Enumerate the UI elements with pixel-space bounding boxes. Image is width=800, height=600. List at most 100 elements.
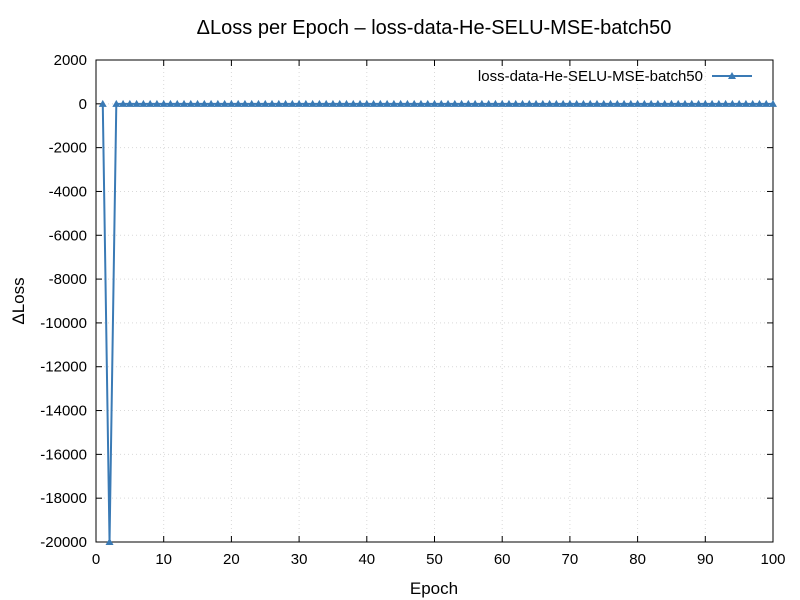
data-point	[667, 99, 676, 107]
data-point	[220, 99, 229, 107]
x-tick-label: 60	[494, 551, 511, 568]
legend-label: loss-data-He-SELU-MSE-batch50	[478, 68, 703, 85]
data-point	[410, 99, 419, 107]
data-point	[701, 99, 710, 107]
data-point	[620, 99, 629, 107]
data-point	[356, 99, 365, 107]
grid	[96, 60, 773, 542]
data-point	[132, 99, 141, 107]
data-point	[565, 99, 574, 107]
data-point	[376, 99, 385, 107]
data-point	[613, 99, 622, 107]
series-line	[101, 102, 773, 543]
data-point	[396, 99, 405, 107]
data-point	[518, 99, 527, 107]
data-point	[362, 99, 371, 107]
data-point	[477, 99, 486, 107]
data-point	[152, 99, 161, 107]
data-point	[288, 99, 297, 107]
data-point	[369, 99, 378, 107]
data-point	[254, 99, 263, 107]
data-point	[227, 99, 236, 107]
data-point	[769, 99, 777, 107]
data-point	[680, 99, 689, 107]
data-point	[674, 99, 683, 107]
data-point	[538, 99, 547, 107]
x-tick-label: 70	[562, 551, 579, 568]
y-tick-label: -2000	[49, 140, 87, 157]
data-point	[694, 99, 703, 107]
data-point	[755, 99, 764, 107]
data-point	[484, 99, 493, 107]
y-tick-label: 2000	[54, 52, 87, 69]
data-point	[708, 99, 717, 107]
x-axis-label: Epoch	[410, 579, 458, 598]
data-point	[193, 99, 202, 107]
data-point	[599, 99, 608, 107]
data-point	[98, 99, 107, 107]
data-point	[281, 99, 290, 107]
chart-title: ΔLoss per Epoch – loss-data-He-SELU-MSE-…	[197, 17, 672, 39]
data-point	[633, 99, 642, 107]
data-point	[504, 99, 513, 107]
data-point	[200, 99, 209, 107]
y-tick-label: -12000	[40, 359, 87, 376]
data-point	[322, 99, 331, 107]
data-point	[430, 99, 439, 107]
data-point	[545, 99, 554, 107]
data-point	[471, 99, 480, 107]
data-point	[207, 99, 216, 107]
data-point	[105, 538, 114, 545]
data-point	[166, 99, 175, 107]
y-tick-label: -14000	[40, 403, 87, 420]
data-point	[579, 99, 588, 107]
data-point	[653, 99, 662, 107]
axis-ticks: 0 10 20 30 40 50 60 70 80 90 100 2000 0 -2000 -4000 -60…	[40, 52, 785, 568]
data-point	[660, 99, 669, 107]
data-point	[626, 99, 635, 107]
data-point	[491, 99, 500, 107]
data-point	[647, 99, 656, 107]
data-point	[112, 99, 121, 107]
data-point	[139, 99, 148, 107]
data-point	[416, 99, 425, 107]
y-tick-label: -4000	[49, 183, 87, 200]
data-point	[247, 99, 256, 107]
data-point	[295, 99, 304, 107]
y-tick-label: -8000	[49, 271, 87, 288]
data-point	[342, 99, 351, 107]
data-point	[586, 99, 595, 107]
data-point	[213, 99, 222, 107]
x-tick-label: 0	[92, 551, 100, 568]
data-point	[592, 99, 601, 107]
x-tick-label: 100	[760, 551, 785, 568]
data-point	[268, 99, 277, 107]
data-point	[423, 99, 432, 107]
y-tick-label: -6000	[49, 227, 87, 244]
x-tick-label: 90	[697, 551, 714, 568]
data-point	[721, 99, 730, 107]
data-point	[525, 99, 534, 107]
data-point	[159, 99, 168, 107]
data-point	[606, 99, 615, 107]
x-tick-label: 50	[426, 551, 443, 568]
y-tick-label: -16000	[40, 446, 87, 463]
y-tick-label: 0	[79, 96, 87, 113]
data-point	[511, 99, 520, 107]
data-point	[450, 99, 459, 107]
data-point	[640, 99, 649, 107]
data-point	[498, 99, 507, 107]
data-point	[403, 99, 412, 107]
legend-marker	[728, 72, 736, 79]
data-point	[328, 99, 337, 107]
data-point	[748, 99, 757, 107]
data-point	[308, 99, 317, 107]
data-point	[532, 99, 541, 107]
data-point	[572, 99, 581, 107]
y-tick-label: -18000	[40, 490, 87, 507]
data-point	[444, 99, 453, 107]
data-point	[728, 99, 737, 107]
data-point	[261, 99, 270, 107]
data-point	[186, 99, 195, 107]
